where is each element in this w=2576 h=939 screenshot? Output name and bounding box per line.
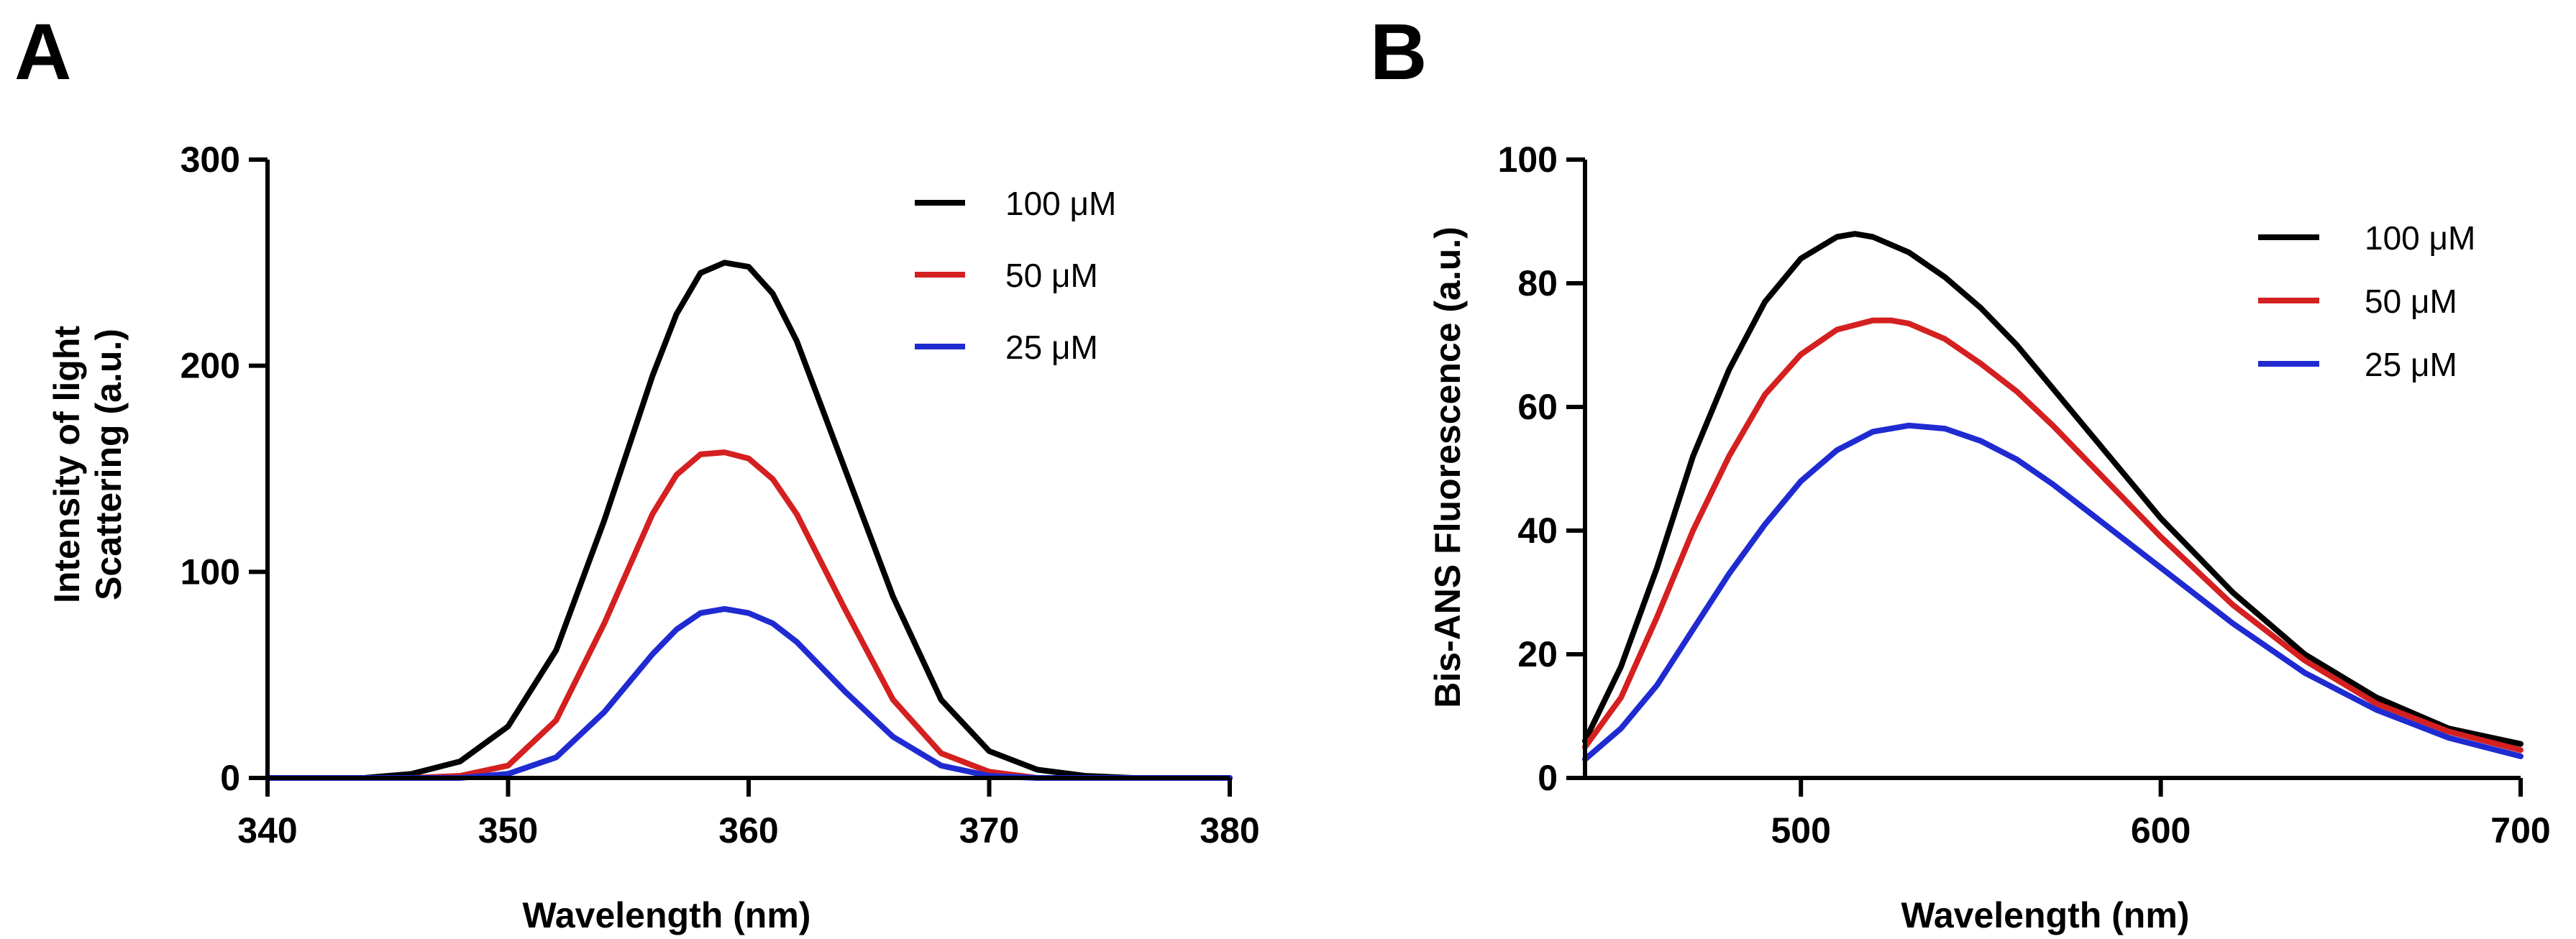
panel-b-y-tick-label: 40 [1517, 510, 1558, 551]
panel-b-plot: 500 600 700 0 20 40 60 80 100 [1498, 139, 2551, 851]
panel-b-label: B [1370, 8, 1427, 96]
panel-a-y-tick-label: 200 [181, 346, 240, 386]
panel-b-y-tick-label: 0 [1538, 758, 1558, 798]
panel-b-series-line-1 [1582, 231, 2524, 747]
panel-a-x-tick-label: 380 [1200, 810, 1259, 851]
panel-b-y-tick-label: 60 [1517, 387, 1558, 427]
panel-a-plot: 340 350 360 370 380 0 100 200 300 [181, 139, 1260, 851]
panel-b-y-tick-label: 80 [1517, 263, 1558, 303]
panel-a-x-axis-title: Wavelength (nm) [523, 895, 811, 935]
panel-b-x-tick-label: 500 [1771, 810, 1831, 851]
panel-a-x-tick-label: 340 [237, 810, 297, 851]
panel-b-y-tick-label: 20 [1517, 634, 1558, 674]
panel-a-legend-label-25: 25 μM [1005, 329, 1098, 366]
panel-a-x-tick-label: 360 [718, 810, 778, 851]
panel-a-y-axis-title-line2: Scattering (a.u.) [88, 329, 129, 600]
panel-a-legend-label-50: 50 μM [1005, 257, 1098, 294]
panel-b-x-tick-label: 600 [2131, 810, 2191, 851]
panel-b-legend-label-25: 25 μM [2365, 346, 2457, 383]
panel-b-x-tick-label: 700 [2490, 810, 2550, 851]
panel-a-y-tick-label: 0 [220, 758, 240, 798]
panel-a-x-tick-label: 350 [478, 810, 538, 851]
panel-b-series-line-2 [1582, 317, 2524, 754]
panel-a-label: A [14, 8, 71, 96]
panel-a-y-axis-title-line1: Intensity of light [47, 326, 87, 603]
panel-b-legend: 100 μM 50 μM 25 μM [2258, 219, 2475, 383]
panel-b-legend-label-50: 50 μM [2365, 283, 2457, 320]
panel-b-y-tick-label: 100 [1498, 139, 1558, 180]
panel-a-legend-label-100: 100 μM [1005, 185, 1116, 222]
panel-b-series-line-3 [1582, 422, 2524, 763]
panel-b-x-axis-title: Wavelength (nm) [1901, 895, 2190, 935]
panel-a-x-tick-label: 370 [959, 810, 1019, 851]
panel-a: A 340 350 360 370 380 0 100 200 300 Wavelength (… [14, 8, 1260, 935]
panel-a-legend: 100 μM 50 μM 25 μM [915, 185, 1116, 366]
panel-a-y-tick-label: 100 [181, 551, 240, 592]
panel-b-legend-label-100: 100 μM [2365, 219, 2475, 257]
panel-a-series-line-1 [265, 260, 1233, 781]
panel-a-y-tick-label: 300 [181, 139, 240, 180]
panel-b-y-axis-title: Bis-ANS Fluorescence (a.u.) [1428, 226, 1468, 708]
